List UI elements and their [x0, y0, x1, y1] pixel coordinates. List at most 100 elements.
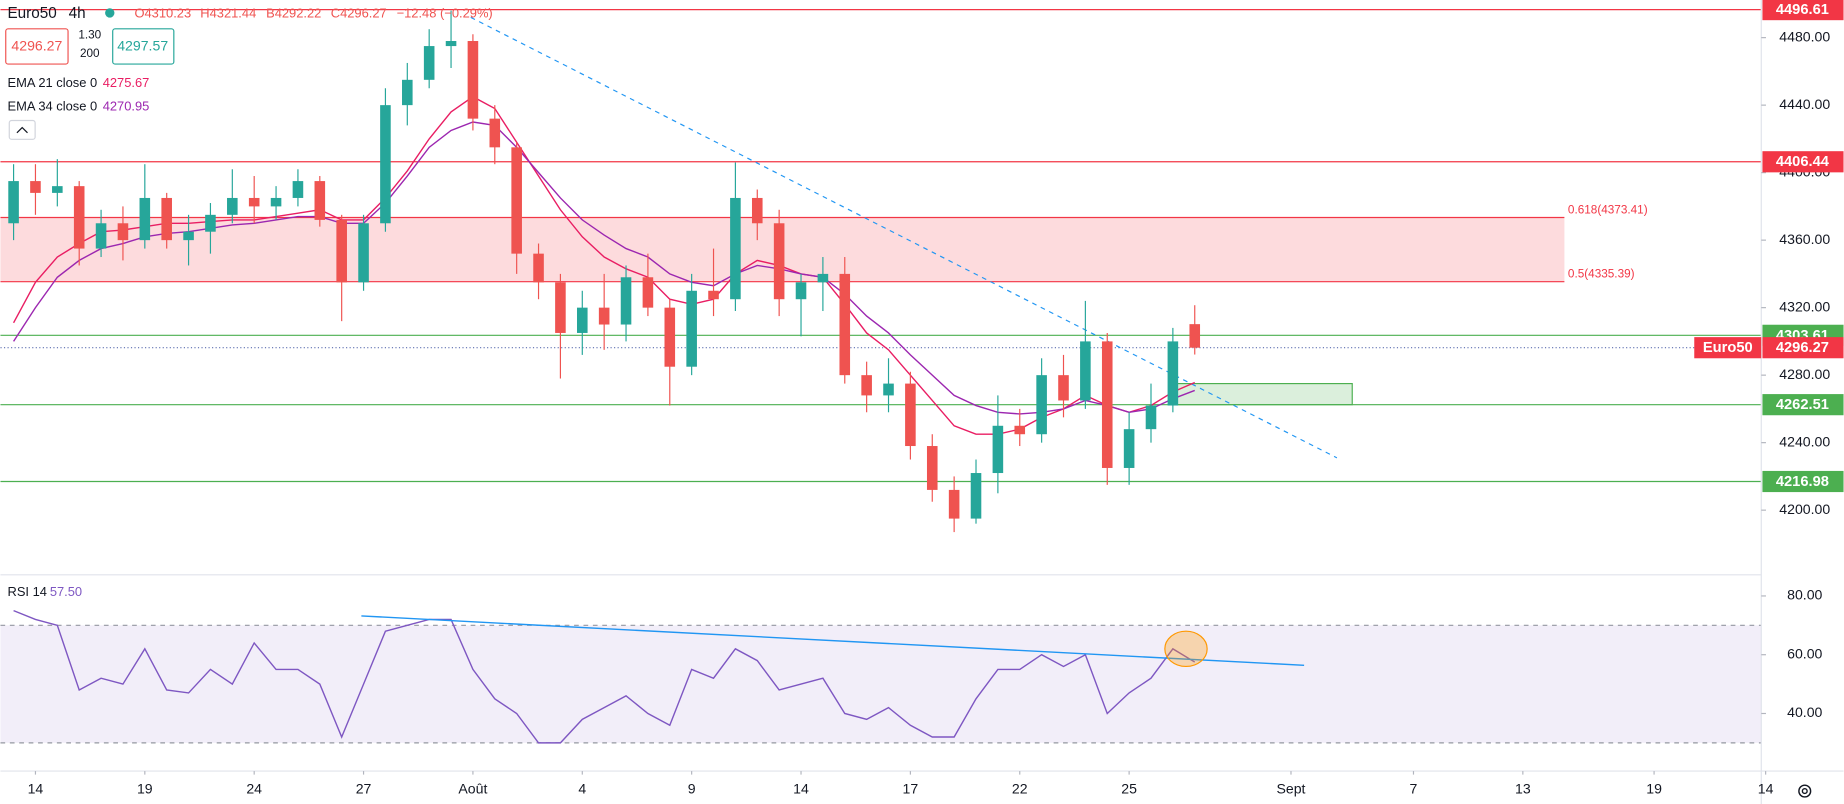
candle-body	[270, 197, 282, 207]
price-badge-label: 4406.44	[1776, 154, 1830, 170]
ema-legend-value: 4275.67	[103, 75, 150, 90]
y-tick-label: 4440.00	[1779, 96, 1830, 112]
candle-body	[817, 273, 829, 283]
symbol-badge-label: Euro50	[1703, 340, 1753, 356]
buy-button[interactable]	[112, 28, 175, 65]
candle-body	[620, 277, 632, 325]
candle-body	[751, 197, 763, 224]
x-tick-label: Août	[458, 781, 487, 797]
candle-body	[533, 253, 544, 283]
candle-body	[248, 197, 260, 207]
ohlc-low: B4292.22	[266, 6, 321, 21]
candle-body	[773, 223, 785, 300]
candle-body	[992, 425, 1004, 474]
candle-body	[511, 147, 522, 254]
candle-body	[52, 186, 63, 193]
interval: 4h	[69, 5, 86, 22]
trendline	[470, 16, 1338, 459]
candle-body	[402, 79, 413, 106]
y-tick-label: 4320.00	[1779, 298, 1830, 314]
settings-icon[interactable]	[1798, 784, 1812, 798]
settings[interactable]	[1798, 784, 1812, 798]
candle-body	[95, 223, 107, 249]
price-badge	[1762, 151, 1844, 173]
ema-legend: EMA 34 close 0	[8, 98, 98, 113]
collapse-icon	[16, 126, 28, 134]
y-tick-label: 4280.00	[1779, 366, 1830, 382]
candle-body	[905, 383, 916, 447]
x-tick-label: Sept	[1276, 781, 1305, 797]
candle-body	[861, 375, 872, 396]
sell-price[interactable]: 4296.27	[11, 38, 62, 54]
candle-body	[948, 489, 960, 519]
rsi-band	[0, 625, 1762, 743]
y-tick-label: 4480.00	[1779, 28, 1830, 44]
y-tick-label: 4240.00	[1779, 433, 1830, 449]
candle-body	[598, 307, 610, 325]
price-badge	[1762, 337, 1844, 359]
candle-body	[1036, 375, 1047, 435]
candle-body	[686, 290, 697, 367]
ohlc-high: H4321.44	[200, 6, 256, 21]
candle-body	[926, 446, 938, 490]
candle-body	[445, 41, 457, 47]
demand-box	[1170, 383, 1353, 406]
candle-body	[555, 282, 566, 333]
y-tick-label: 4360.00	[1779, 231, 1830, 247]
candle-body	[467, 41, 479, 119]
ohlc-close: C4296.27	[331, 6, 387, 21]
candle-body	[1014, 425, 1026, 435]
plot: 0.5(4335.39) 0.618(4373.41)	[0, 9, 1762, 744]
candle-body	[839, 273, 851, 376]
buy-price[interactable]: 4297.57	[117, 38, 168, 54]
price-badge	[1762, 394, 1844, 416]
rsi-tick-label: 60.00	[1787, 645, 1822, 661]
candle-body	[489, 118, 501, 148]
candle-body	[423, 46, 435, 80]
candle-body	[1101, 341, 1113, 468]
candle-body	[292, 181, 304, 198]
candle-body	[1145, 405, 1157, 430]
x-tick-label: 19	[1646, 781, 1662, 797]
rsi-line	[13, 609, 1196, 744]
header: Euro50 4h O4310.23 H4321.44 B4292.22 C42…	[5, 5, 493, 599]
price-badge-label: 4216.98	[1776, 474, 1829, 490]
candle-body	[380, 105, 391, 224]
candle-body	[883, 383, 894, 396]
y-tick-label: 4200.00	[1779, 501, 1830, 517]
candle-body	[358, 223, 369, 283]
ema-legend-value: 4270.95	[103, 98, 150, 113]
candle-body	[161, 197, 172, 241]
ohlc-open: O4310.23	[134, 6, 191, 21]
fib-label: 0.5(4335.39)	[1568, 268, 1635, 281]
candle-body	[795, 282, 807, 300]
x-tick-label: 24	[246, 781, 262, 797]
x-tick-label: 14	[1758, 781, 1774, 797]
x-tick-label: 7	[1410, 781, 1418, 797]
candle-body	[314, 181, 326, 220]
x-tick-label: 13	[1515, 781, 1531, 797]
candle-body	[183, 231, 194, 241]
price-badge	[1762, 0, 1844, 21]
candle-body	[336, 219, 347, 283]
candle-body	[139, 197, 151, 241]
sell-button[interactable]	[5, 28, 69, 65]
x-tick-label: 9	[688, 781, 696, 797]
candle-body	[730, 197, 741, 300]
price-badge-label: 4496.61	[1776, 2, 1829, 18]
x-tick-label: 22	[1012, 781, 1028, 797]
collapse-button[interactable]	[8, 119, 36, 140]
candle-body	[30, 181, 41, 193]
candle-body	[1189, 324, 1201, 348]
x-tick-label: 4	[578, 781, 586, 797]
size: 200	[80, 47, 100, 60]
candle-body	[708, 290, 719, 300]
rsi-highlight	[1164, 630, 1208, 668]
rsi-value: 57.50	[50, 584, 82, 599]
spread: 1.30	[78, 28, 101, 41]
ema-legend: EMA 21 close 0	[8, 75, 98, 90]
candle-body	[1123, 429, 1135, 468]
